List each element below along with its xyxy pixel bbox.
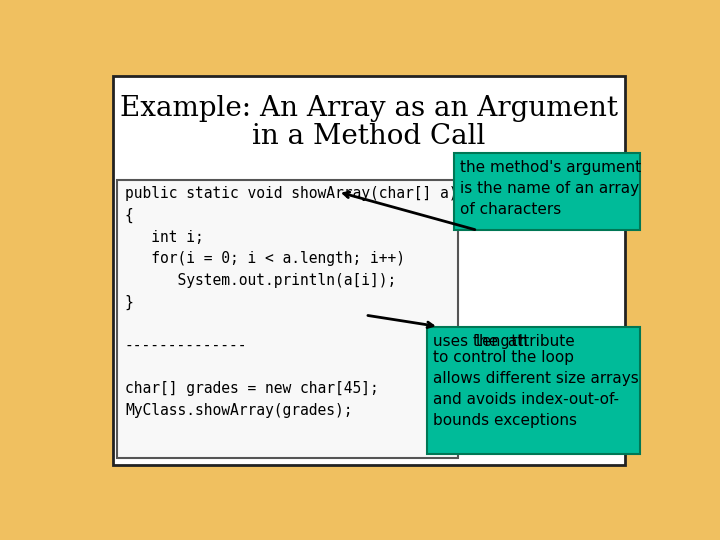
Text: the method's argument
is the name of an array
of characters: the method's argument is the name of an … (461, 159, 642, 217)
Bar (454, 153, 640, 231)
Text: in a Method Call: in a Method Call (252, 123, 486, 150)
Bar (427, 327, 640, 454)
Text: attribute: attribute (503, 334, 575, 349)
Bar (117, 180, 458, 457)
Text: uses the: uses the (433, 334, 503, 349)
Text: to control the loop
allows different size arrays
and avoids index-out-of-
bounds: to control the loop allows different siz… (433, 350, 639, 428)
Text: public static void showArray(char[] a)
{
   int i;
   for(i = 0; i < a.length; i: public static void showArray(char[] a) {… (125, 186, 457, 418)
Text: length: length (474, 334, 528, 349)
Text: Example: An Array as an Argument: Example: An Array as an Argument (120, 95, 618, 122)
